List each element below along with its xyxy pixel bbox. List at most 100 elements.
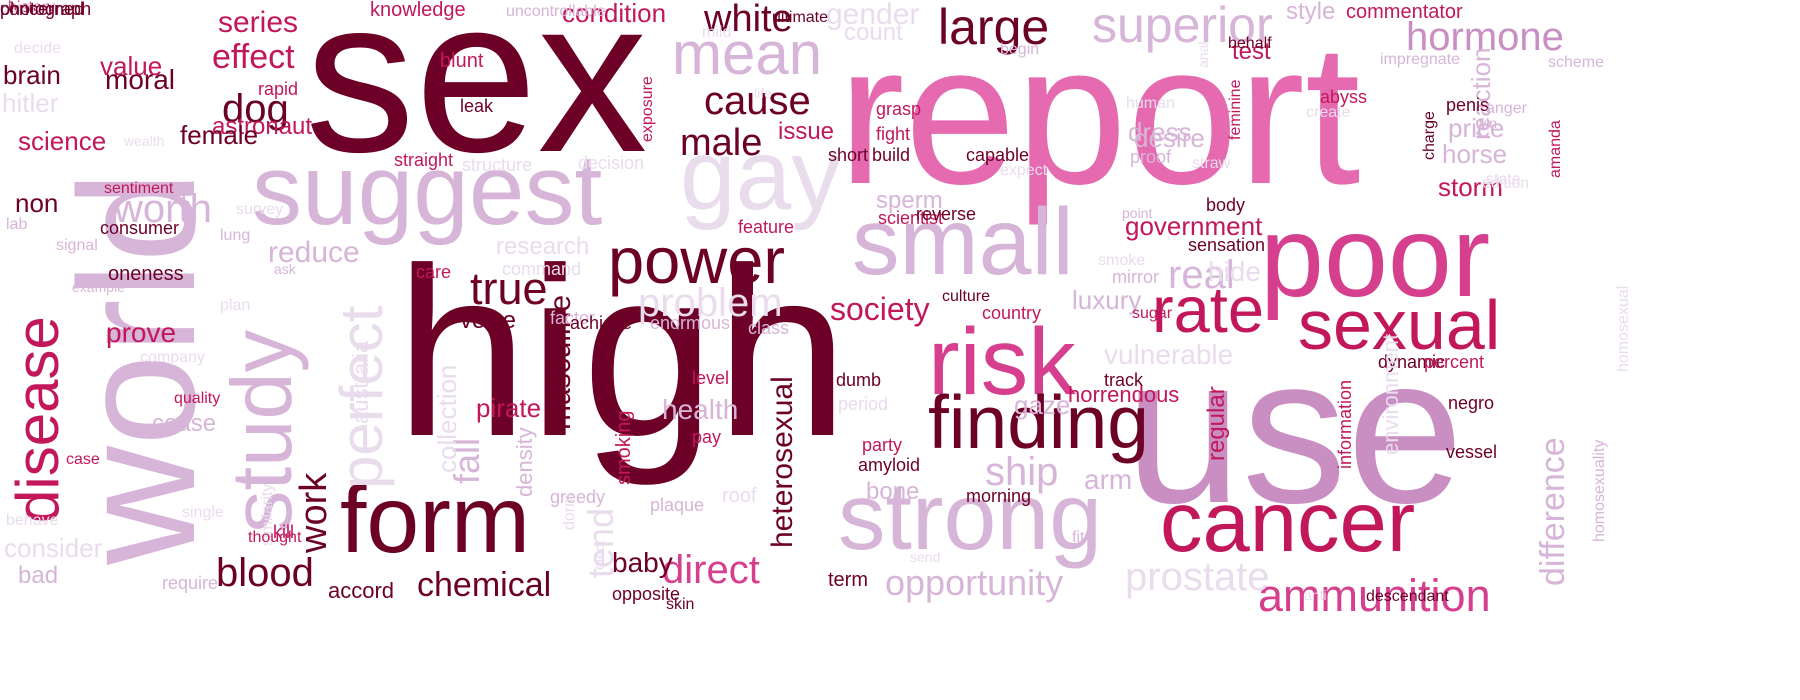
word-quality: quality — [174, 390, 221, 407]
word-large: large — [938, 0, 1050, 55]
word-power: power — [608, 224, 786, 297]
word-collection: collection — [432, 364, 462, 473]
word-issue: issue — [778, 118, 835, 145]
word-health: health — [662, 394, 739, 425]
word-density: density — [512, 427, 537, 497]
word-grasp: grasp — [876, 99, 922, 119]
word-report: report — [838, 3, 1361, 226]
word-bad: bad — [18, 562, 59, 589]
word-kill: kill — [273, 522, 294, 542]
word-hitler: hitler — [2, 88, 59, 118]
word-small: small — [852, 189, 1074, 295]
word-consumer: consumer — [100, 218, 180, 238]
word-term: term — [828, 569, 868, 591]
word-strong: strong — [838, 464, 1103, 570]
word-decide: decide — [14, 40, 62, 57]
word-ship: ship — [985, 450, 1059, 494]
word-dumb: dumb — [836, 370, 882, 390]
word-mean: mean — [672, 20, 823, 87]
word-smoke: smoke — [1098, 252, 1146, 269]
word-company: company — [140, 349, 205, 366]
word-worth: worth — [114, 187, 212, 231]
word-disease: disease — [4, 316, 71, 523]
word-culture: culture — [942, 288, 991, 305]
word-example: example — [72, 279, 125, 295]
word-difference: difference — [1534, 437, 1572, 586]
word-short: short — [828, 145, 869, 165]
word-leak: leak — [460, 96, 494, 116]
word-smoking: smoking — [613, 410, 635, 485]
word-lung: lung — [220, 227, 251, 244]
word-life: life — [754, 85, 772, 101]
word-factor: factor — [550, 308, 596, 328]
word-sex: sex — [305, 0, 648, 198]
word-superior: superior — [1092, 0, 1273, 53]
word-arm: arm — [1084, 464, 1133, 495]
word-pay: pay — [692, 427, 722, 447]
word-dorm: dorm — [561, 493, 578, 530]
word-percent: percent — [1424, 352, 1485, 372]
word-decision: decision — [578, 153, 645, 173]
word-regular: regular — [1203, 386, 1230, 461]
word-plan: plan — [220, 297, 251, 314]
word-begin: begin — [1000, 41, 1040, 58]
word-photograph: photograph — [0, 0, 92, 19]
word-capable: capable — [966, 145, 1030, 165]
word-signal: signal — [56, 237, 98, 254]
word-prove: prove — [106, 317, 177, 348]
word-real: real — [1168, 253, 1235, 297]
word-horse: horse — [1442, 139, 1508, 169]
word-abyss: abyss — [1320, 87, 1368, 107]
word-expression: expression — [0, 0, 78, 16]
word-sugar: sugar — [1132, 305, 1173, 322]
word-state: state — [1486, 171, 1521, 188]
word-knowledge: knowledge — [370, 0, 466, 21]
word-research: research — [496, 233, 590, 260]
word-direct: direct — [662, 548, 760, 592]
word-value: value — [100, 51, 163, 81]
word-finding: finding — [928, 380, 1150, 464]
word-vulnerable: vulnerable — [1104, 339, 1234, 370]
word-high: high — [395, 218, 849, 486]
word-information: information — [1335, 379, 1355, 469]
word-hormone: hormone — [1406, 15, 1564, 59]
word-thought: thought — [248, 529, 302, 546]
word-track: track — [1104, 370, 1144, 390]
word-voice: voice — [460, 307, 517, 334]
word-condition: condition — [562, 0, 667, 28]
word-send: send — [910, 549, 941, 565]
word-use: use — [1125, 312, 1464, 547]
word-ask: ask — [274, 261, 296, 277]
word-history: history — [8, 0, 56, 16]
word-level: level — [692, 368, 730, 388]
word-negro: negro — [1448, 393, 1495, 413]
word-period: period — [838, 394, 889, 414]
word-sentiment: sentiment — [104, 180, 174, 197]
word-edition: edition — [1482, 175, 1530, 192]
word-rapid: rapid — [258, 79, 299, 99]
word-mirror: mirror — [1112, 267, 1159, 287]
word-female: female — [180, 120, 259, 150]
word-non: non — [15, 188, 59, 218]
word-price: price — [1448, 113, 1505, 143]
word-commentator: commentator — [1346, 1, 1463, 23]
word-lab: lab — [6, 216, 28, 233]
word-consider: consider — [4, 533, 103, 563]
word-elect: elect — [591, 540, 607, 570]
word-country: country — [982, 303, 1042, 323]
word-straight: straight — [394, 150, 454, 170]
word-feature: feature — [738, 217, 795, 237]
word-charge: charge — [1421, 111, 1438, 160]
word-party: party — [862, 435, 903, 455]
word-chemical: chemical — [417, 566, 552, 604]
word-case: case — [66, 451, 100, 468]
word-structure: structure — [462, 155, 533, 175]
word-command: command — [502, 259, 582, 279]
word-fit: fit — [1072, 529, 1085, 546]
word-society: society — [830, 291, 930, 327]
word-government: government — [1125, 211, 1263, 241]
word-anti: anti — [1304, 587, 1327, 603]
word-series: series — [218, 6, 299, 39]
word-form: form — [340, 467, 530, 573]
